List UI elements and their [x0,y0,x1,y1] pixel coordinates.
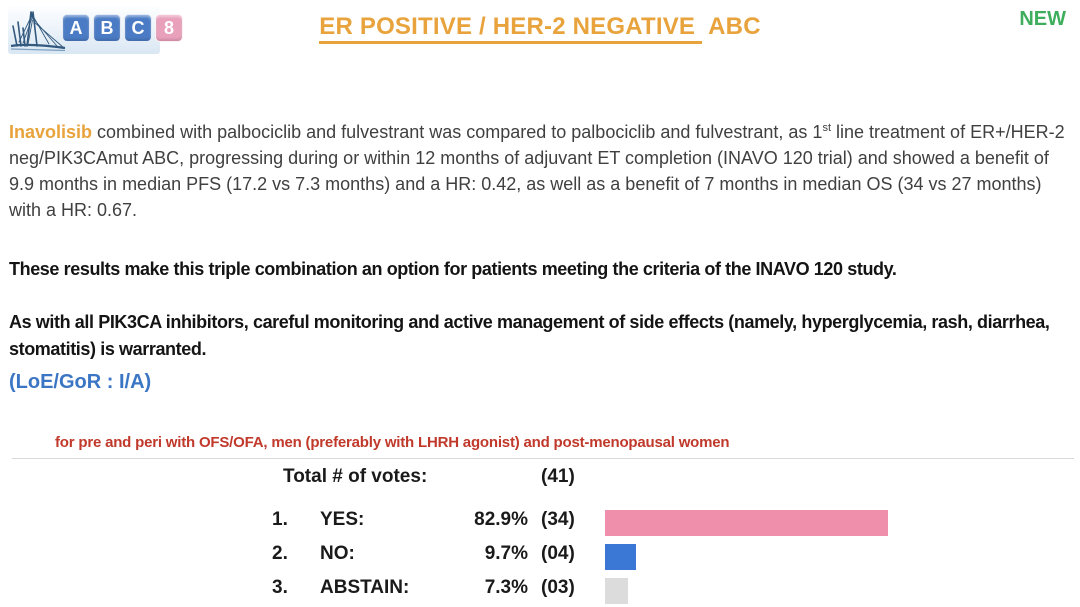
statement-recommendation: These results make this triple combinati… [9,259,897,279]
abc8-logo: A B C 8 [8,6,183,54]
vote-label: NO: [320,543,355,564]
logo-tile-a: A [62,14,90,42]
vote-index: 1. [272,509,288,530]
vote-bar-abstain [605,578,628,604]
new-badge: NEW [1019,8,1066,30]
slide-title: ER POSITIVE / HER-2 NEGATIVE ABC [0,13,1080,44]
population-note: for pre and peri with OFS/OFA, men (pref… [55,434,730,451]
logo-tile-c: C [124,14,152,42]
intro-text-before-sup: combined with palbociclib and fulvestran… [92,122,823,142]
logo-letter-tiles: A B C 8 [62,14,183,42]
vote-row-yes: 1. YES: 82.9% (34) [0,509,1080,539]
vote-label: YES: [320,509,365,530]
loe-gor-label: (LoE/GoR : I/A) [9,371,152,393]
total-votes-label: Total # of votes: [283,466,428,487]
vote-count: (34) [541,509,575,530]
total-votes-count: (41) [541,466,575,487]
vote-count: (03) [541,577,575,598]
logo-tile-b: B [93,14,121,42]
divider-line [12,458,1074,459]
slide-title-underlined: ER POSITIVE / HER-2 NEGATIVE [319,13,703,44]
slide-title-trailing: ABC [708,13,761,40]
statement-safety: As with all PIK3CA inhibitors, careful m… [9,312,1050,359]
intro-text-after-sup: line treatment of ER+/HER-2 neg/PIK3CAmu… [9,122,1065,220]
vote-index: 2. [272,543,288,564]
vote-bar-yes [605,510,888,536]
vote-bar-no [605,544,636,570]
vote-label: ABSTAIN: [320,577,410,598]
vote-count: (04) [541,543,575,564]
drug-name: Inavolisib [9,122,93,142]
vote-row-no: 2. NO: 9.7% (04) [0,543,1080,573]
intro-paragraph: Inavolisib combined with palbociclib and… [9,119,1073,223]
vote-percent: 82.9% [474,509,528,530]
vote-percent: 9.7% [484,543,528,564]
logo-tile-8: 8 [155,14,183,42]
vote-row-abstain: 3. ABSTAIN: 7.3% (03) [0,577,1080,607]
vote-index: 3. [272,577,288,598]
vote-percent: 7.3% [484,577,528,598]
ordinal-superscript: st [822,122,831,134]
